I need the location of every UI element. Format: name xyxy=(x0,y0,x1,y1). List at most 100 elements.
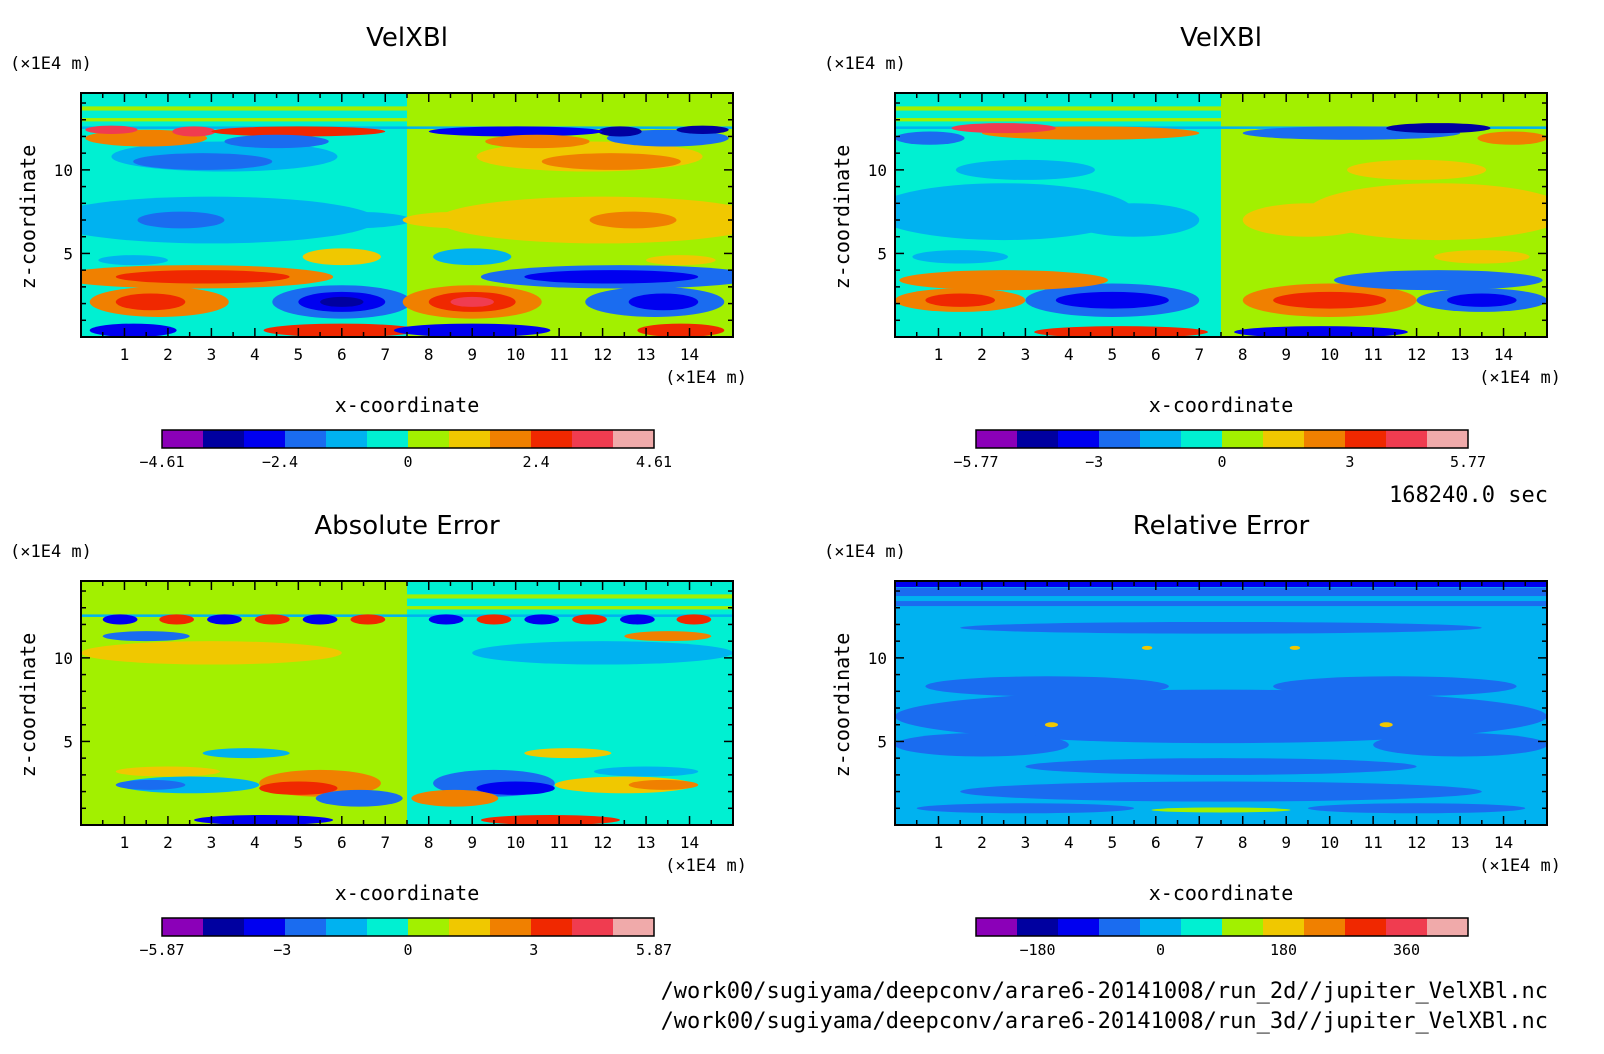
contour-region xyxy=(224,134,329,149)
contour-region xyxy=(102,631,190,642)
contour-region xyxy=(207,614,242,625)
contour-region xyxy=(619,614,655,625)
colorbar-label: −5.87 xyxy=(139,941,184,959)
colorbar-swatch xyxy=(572,430,614,448)
contour-region xyxy=(895,131,965,145)
contour-region xyxy=(476,614,512,625)
colorbar-swatch xyxy=(285,918,327,936)
contour-region xyxy=(254,614,290,625)
contour-region xyxy=(159,614,195,625)
contour-region xyxy=(428,614,464,625)
colorbar-swatch xyxy=(1386,918,1428,936)
contour-region xyxy=(955,159,1095,180)
contour-region xyxy=(450,682,712,767)
contour-region xyxy=(102,682,364,767)
contour-region xyxy=(1477,131,1547,145)
contour-region xyxy=(115,270,290,284)
contour-region xyxy=(133,153,273,170)
colorbar-swatch xyxy=(490,430,532,448)
colorbar-label: 4.61 xyxy=(636,453,672,471)
x-tick-label: 1 xyxy=(934,345,944,364)
chart-title: VelXBl xyxy=(366,23,448,53)
colorbar-swatch xyxy=(1427,430,1469,448)
x-tick-label: 4 xyxy=(250,833,260,852)
heatmap-field xyxy=(895,93,1547,337)
y-axis-label: z-coordinate xyxy=(830,145,854,290)
contour-region xyxy=(960,781,1482,802)
contour-region xyxy=(541,153,681,170)
x-tick-label: 8 xyxy=(424,345,434,364)
field-band xyxy=(895,126,1547,129)
colorbar-frame xyxy=(161,917,655,937)
field-band xyxy=(81,118,733,122)
contour-region xyxy=(289,211,412,229)
chart-panel-2: VelXBl(×1E4 m)1 2 3 4 5 6 7 8 9 10 11 12 13 14510(×1E… xyxy=(824,23,1561,471)
contour-region xyxy=(628,779,699,790)
x-tick-label: 11 xyxy=(1364,345,1383,364)
x-tick-label: 9 xyxy=(1281,833,1291,852)
x-tick-label: 13 xyxy=(636,345,655,364)
contour-region xyxy=(1025,758,1417,775)
y-tick-label: 5 xyxy=(63,732,73,751)
contour-region xyxy=(1334,270,1543,291)
contour-region xyxy=(1234,326,1408,337)
colorbar-swatch xyxy=(1427,918,1469,936)
x-tick-label: 3 xyxy=(207,833,217,852)
contour-region xyxy=(1373,733,1547,757)
x-tick-label: 6 xyxy=(337,345,347,364)
x-tick-label: 7 xyxy=(1194,833,1204,852)
contour-region xyxy=(1386,123,1491,134)
y-unit-label: (×1E4 m) xyxy=(824,542,906,562)
contour-region xyxy=(115,779,186,790)
y-unit-label: (×1E4 m) xyxy=(10,54,92,74)
y-tick-label: 5 xyxy=(877,244,887,263)
colorbar: −4.61 −2.4 0 2.4 4.61 xyxy=(139,429,672,471)
x-tick-label: 3 xyxy=(1021,833,1031,852)
contour-region xyxy=(960,621,1482,634)
contour-region xyxy=(102,614,138,625)
contour-region xyxy=(646,255,716,266)
contour-region xyxy=(589,211,677,229)
contour-region xyxy=(89,323,177,337)
contour-region xyxy=(572,614,607,625)
x-unit-label: (×1E4 m) xyxy=(1479,368,1561,388)
x-tick-label: 10 xyxy=(506,345,525,364)
chart-panel-3: Absolute Error(×1E4 m)1 2 3 4 5 6 7 8 9 10 11 12 13 1… xyxy=(10,511,747,959)
colorbar-label: −180 xyxy=(1019,941,1055,959)
contour-region xyxy=(211,126,386,137)
colorbar: −5.87 −3 0 3 5.87 xyxy=(139,917,672,959)
contour-region xyxy=(85,125,138,134)
colorbar-swatch xyxy=(244,430,286,448)
contour-region xyxy=(593,766,699,777)
x-tick-label: 14 xyxy=(1494,345,1513,364)
x-tick-label: 12 xyxy=(593,345,612,364)
x-tick-label: 10 xyxy=(1320,345,1339,364)
field-band xyxy=(81,106,733,111)
x-tick-label: 10 xyxy=(506,833,525,852)
field-band xyxy=(895,106,1547,111)
colorbar-swatch xyxy=(408,430,450,448)
contour-region xyxy=(433,248,512,266)
x-tick-label: 1 xyxy=(120,345,130,364)
contour-region xyxy=(411,789,499,807)
colorbar-swatch xyxy=(613,918,655,936)
contour-region xyxy=(1141,645,1153,650)
contour-region xyxy=(1273,676,1517,697)
x-tick-label: 8 xyxy=(1238,833,1248,852)
chart-panel-4: Relative Error(×1E4 m)1 2 3 4 5 6 7 8 9 10 11 12 13 1… xyxy=(824,511,1561,959)
x-tick-label: 13 xyxy=(1450,345,1469,364)
contour-region xyxy=(1273,291,1387,309)
contour-region xyxy=(480,814,620,825)
colorbar-frame xyxy=(975,917,1469,937)
contour-region xyxy=(115,766,221,777)
y-unit-label: (×1E4 m) xyxy=(824,54,906,74)
contour-region xyxy=(302,248,381,266)
colorbar-swatch xyxy=(1099,430,1141,448)
x-tick-label: 9 xyxy=(1281,345,1291,364)
colorbar-swatch xyxy=(976,918,1018,936)
colorbar-label: 3 xyxy=(529,941,538,959)
colorbar-swatch xyxy=(1222,918,1264,936)
x-tick-label: 2 xyxy=(977,833,987,852)
contour-region xyxy=(315,789,403,807)
colorbar-swatch xyxy=(1345,430,1387,448)
